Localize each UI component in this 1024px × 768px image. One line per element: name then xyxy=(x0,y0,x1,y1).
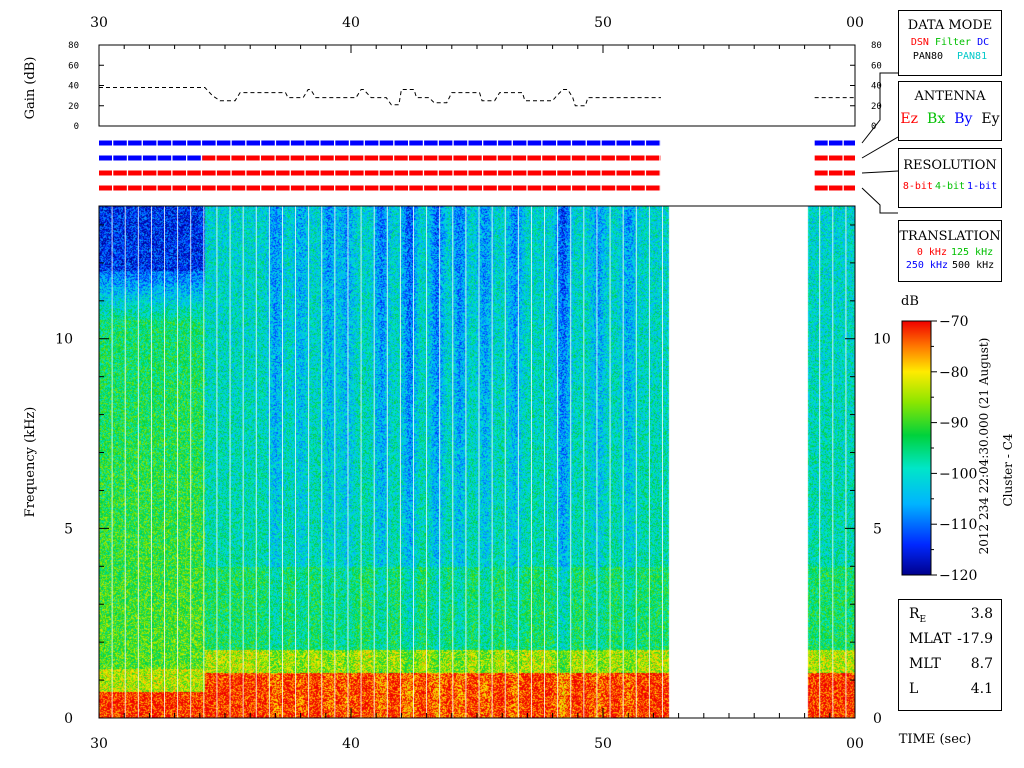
antenna-item-ez: Ez xyxy=(900,111,919,127)
gain-tick-label: 40 xyxy=(68,82,79,92)
time-tick-label-top: 40 xyxy=(342,15,360,31)
gain-tick-label-right: 20 xyxy=(871,102,882,112)
freq-tick-label: 10 xyxy=(55,332,73,348)
orbit-row-re: RE 3.8 xyxy=(909,606,993,631)
time-tick-label: 30 xyxy=(90,736,108,752)
orbit-row-mlt: MLT 8.7 xyxy=(909,656,993,681)
gain-tick-label: 0 xyxy=(74,122,79,132)
data-mode-item-pan80: PAN80 xyxy=(912,51,943,62)
mode-row-2-segment xyxy=(814,155,855,161)
mode-row-2-segment xyxy=(99,155,203,161)
time-axis-label: TIME (sec) xyxy=(899,732,972,747)
gain-tick-label: 60 xyxy=(68,61,79,71)
orbit-re-label: R xyxy=(909,606,920,622)
gain-tick-label: 20 xyxy=(68,102,79,112)
data-mode-item-dsn: DSN xyxy=(910,37,929,48)
spectrogram-image xyxy=(99,206,855,718)
gain-axis-label: Gain (dB) xyxy=(23,57,38,120)
colorbar: −70 −80 −90 −100 −110 −120 xyxy=(901,314,977,584)
freq-tick-label: 5 xyxy=(64,521,73,537)
resolution-legend: RESOLUTION 8-bit 4-bit 1-bit xyxy=(898,148,1002,208)
mode-status-rows xyxy=(99,140,855,191)
mode-row-4-segment xyxy=(814,185,855,191)
time-tick-label: 50 xyxy=(594,736,612,752)
gain-panel-frame xyxy=(98,44,856,127)
orbit-mlt-label: MLT xyxy=(909,656,941,672)
legend-connectors xyxy=(861,72,899,214)
colorbar-tick-label: −100 xyxy=(939,466,977,482)
colorbar-unit: dB xyxy=(901,294,919,309)
resolution-item-1bit: 1-bit xyxy=(967,181,998,192)
gain-tick-label-right: 60 xyxy=(871,61,882,71)
translation-legend: TRANSLATION 0 kHz 125 kHz 250 kHz 500 kH… xyxy=(898,220,1002,282)
orbit-l-value: 4.1 xyxy=(970,681,993,697)
antenna-title: ANTENNA xyxy=(914,89,986,104)
mode-row-3-segment xyxy=(814,170,855,176)
connector-data-mode xyxy=(861,72,898,144)
connector-translation xyxy=(861,187,898,214)
frequency-axis-label: Frequency (kHz) xyxy=(23,407,38,518)
mode-row-4-segment xyxy=(99,185,661,191)
freq-tick-label: 0 xyxy=(64,711,73,727)
freq-tick-label-right: 0 xyxy=(873,711,882,727)
colorbar-tick-label: −90 xyxy=(939,416,969,432)
orbit-info-panel: RE 3.8 MLAT -17.9 MLT 8.7 L 4.1 xyxy=(898,599,1002,711)
gain-axes: 0 0 20 20 40 40 60 60 80 80 xyxy=(68,41,882,132)
translation-item-500khz: 500 kHz xyxy=(952,260,995,271)
gain-tick-label-right: 0 xyxy=(871,122,876,132)
instrument-label: Cluster - C4 xyxy=(1001,433,1015,506)
antenna-item-bx: Bx xyxy=(927,111,946,127)
date-label: 2012 234 22:04:30.000 (21 August) xyxy=(977,338,991,555)
antenna-item-ey: Ey xyxy=(981,111,1000,127)
orbit-re-subscript: E xyxy=(919,614,927,625)
orbit-mlt-value: 8.7 xyxy=(970,656,993,672)
orbit-row-l: L 4.1 xyxy=(909,681,993,706)
orbit-re-value: 3.8 xyxy=(970,606,993,622)
orbit-mlat-label: MLAT xyxy=(909,631,952,647)
colorbar-tick-label: −110 xyxy=(939,517,977,533)
connector-antenna xyxy=(861,136,899,159)
time-tick-label-top: 00 xyxy=(846,15,864,31)
time-tick-label: 00 xyxy=(846,736,864,752)
translation-item-250khz: 250 kHz xyxy=(905,260,948,271)
mode-row-1-segment xyxy=(99,140,661,146)
spectrogram-raster xyxy=(99,206,855,718)
resolution-item-4bit: 4-bit xyxy=(934,181,966,192)
gain-line xyxy=(99,87,661,107)
freq-tick-label-right: 5 xyxy=(873,521,882,537)
translation-item-125khz: 125 kHz xyxy=(950,247,994,258)
resolution-item-8bit: 8-bit xyxy=(902,181,933,192)
mode-row-3-segment xyxy=(99,170,661,176)
orbit-mlat-value: -17.9 xyxy=(957,631,993,647)
colorbar-gradient xyxy=(901,320,932,576)
translation-item-0khz: 0 kHz xyxy=(916,247,947,258)
colorbar-tick-label: −80 xyxy=(939,365,969,381)
data-mode-item-filter: Filter xyxy=(934,37,972,48)
antenna-legend: ANTENNA Ez Bx By Ey xyxy=(898,81,1002,141)
mode-row-1-segment xyxy=(814,140,855,146)
translation-title: TRANSLATION xyxy=(899,229,1001,244)
orbit-row-mlat: MLAT -17.9 xyxy=(909,631,993,656)
time-tick-label-top: 30 xyxy=(90,15,108,31)
data-mode-title: DATA MODE xyxy=(907,18,993,33)
gain-tick-label: 80 xyxy=(68,41,79,51)
gain-tick-label-right: 40 xyxy=(871,82,882,92)
resolution-title: RESOLUTION xyxy=(903,158,997,173)
time-tick-label-top: 50 xyxy=(594,15,612,31)
data-mode-legend: DATA MODE DSN Filter DC PAN80 PAN81 xyxy=(898,10,1002,76)
orbit-l-label: L xyxy=(909,681,919,697)
time-tick-label: 40 xyxy=(342,736,360,752)
connector-resolution xyxy=(861,170,899,174)
antenna-item-by: By xyxy=(954,111,973,127)
colorbar-tick-label: −70 xyxy=(939,314,969,330)
freq-tick-label-right: 10 xyxy=(873,332,891,348)
data-mode-item-dc: DC xyxy=(977,37,990,48)
mode-row-2-segment xyxy=(202,155,661,161)
gain-tick-label-right: 80 xyxy=(871,41,882,51)
data-mode-item-pan81: PAN81 xyxy=(957,51,988,62)
colorbar-tick-label: −120 xyxy=(939,568,977,584)
